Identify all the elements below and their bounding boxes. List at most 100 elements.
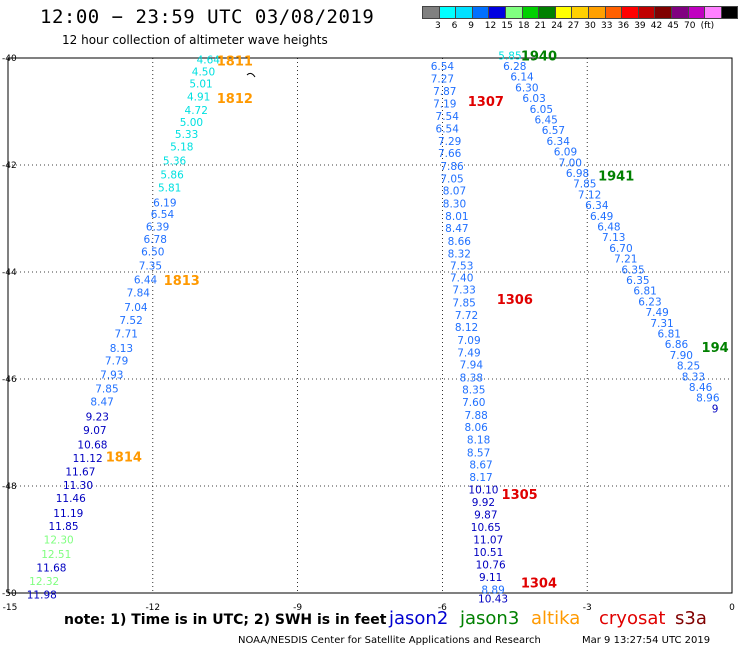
swh-value: 5.85 <box>498 50 521 62</box>
legend-jason2: jason2 <box>389 608 449 629</box>
pass-number-label: 1941 <box>598 170 634 185</box>
swh-value: 7.13 <box>602 232 625 244</box>
x-tick-label: -15 <box>3 603 18 613</box>
swh-value: 5.01 <box>189 79 212 91</box>
swh-value: 6.30 <box>515 82 538 94</box>
swh-value: 8.30 <box>443 199 466 211</box>
swh-value: 7.54 <box>436 111 460 123</box>
swh-value: 6.44 <box>134 274 158 286</box>
x-tick-label: -3 <box>583 603 592 613</box>
swh-value: 9.23 <box>86 411 109 423</box>
colorbar-label: 42 <box>650 21 663 31</box>
swh-value: 4.91 <box>187 92 210 104</box>
swh-value: 6.98 <box>566 168 589 180</box>
swh-value: 11.46 <box>56 493 86 505</box>
swh-value: 7.35 <box>139 261 162 273</box>
swh-value: 7.90 <box>670 350 693 362</box>
swh-value: 8.25 <box>677 361 700 373</box>
swh-value: 7.21 <box>614 254 637 266</box>
swh-value: 7.84 <box>127 287 151 299</box>
swh-value: 11.12 <box>73 453 103 465</box>
swh-value: 8.07 <box>443 186 466 198</box>
swh-value: 6.35 <box>626 275 649 287</box>
swh-value: 8.89 <box>481 584 504 596</box>
colorbar-label: 70 <box>684 21 696 31</box>
swh-value: 6.49 <box>590 211 613 223</box>
y-tick-label: -46 <box>2 375 17 385</box>
swh-value: 6.34 <box>585 200 609 212</box>
swh-value: 7.85 <box>95 384 118 396</box>
pass-number-label: 1812 <box>217 92 253 107</box>
swh-value: 11.19 <box>53 508 83 520</box>
colorbar-label: 12 <box>484 21 497 31</box>
swh-value: 6.81 <box>658 329 681 341</box>
pass-number-label: 1304 <box>521 576 557 591</box>
swh-value: 7.19 <box>433 98 456 110</box>
swh-value: 6.35 <box>621 264 644 276</box>
swh-value: 8.01 <box>445 211 468 223</box>
swh-value: 8.13 <box>110 343 133 355</box>
colorbar-label: 27 <box>567 21 580 31</box>
swh-value: 8.67 <box>469 460 492 472</box>
swh-value: 9.87 <box>474 509 497 521</box>
swh-value: 7.71 <box>115 329 138 341</box>
x-tick-label: 0 <box>729 603 735 613</box>
swh-colorbar-labels: 3 6 9 12 15 18 21 24 27 30 33 36 39 42 45 70 (ft) <box>422 21 740 33</box>
colorbar-label: 21 <box>534 21 547 31</box>
swh-value: 6.23 <box>638 296 661 308</box>
swh-value: 6.34 <box>547 136 571 148</box>
swh-value: 6.54 <box>431 61 455 73</box>
swh-value: 6.50 <box>141 247 164 259</box>
pass-number-label: 1306 <box>497 293 533 308</box>
swh-value: 6.45 <box>534 115 557 127</box>
colorbar-label: 33 <box>601 21 613 31</box>
swh-value: 5.18 <box>170 141 193 153</box>
swh-value: 7.31 <box>650 318 673 330</box>
swh-value: 7.52 <box>119 315 142 327</box>
page-title: 12:00 − 23:59 UTC 03/08/2019 <box>40 6 375 28</box>
swh-value: 7.00 <box>559 157 582 169</box>
swh-value: 7.12 <box>578 189 601 201</box>
x-tick-label: -12 <box>145 603 160 613</box>
swh-value: 7.04 <box>124 302 148 314</box>
swh-value: 8.38 <box>460 372 483 384</box>
colorbar-label: 45 <box>667 21 679 31</box>
swh-value: 4.64 <box>197 55 221 67</box>
y-tick-label: -42 <box>2 161 17 171</box>
swh-value: 7.60 <box>462 397 485 409</box>
swh-value: 8.32 <box>448 248 471 260</box>
colorbar-label: 9 <box>468 21 474 31</box>
legend-cryosat: cryosat <box>599 608 666 629</box>
page-subtitle: 12 hour collection of altimeter wave hei… <box>62 33 328 47</box>
swh-value: 11.85 <box>48 521 78 533</box>
swh-value: 11.67 <box>65 467 95 479</box>
swh-value: 6.78 <box>144 234 167 246</box>
legend-altika: altika <box>531 608 581 629</box>
swh-value: 6.19 <box>153 197 176 209</box>
swh-value: 8.47 <box>445 223 468 235</box>
swh-value: 5.36 <box>163 156 187 168</box>
swh-value: 7.09 <box>457 335 480 347</box>
swh-value: 8.17 <box>469 472 492 484</box>
swh-value: 12.32 <box>29 576 59 588</box>
swh-value: 8.33 <box>682 371 705 383</box>
pass-number-label: 194 <box>702 341 729 356</box>
swh-value: 6.28 <box>503 61 526 73</box>
swh-value: 6.48 <box>597 222 620 234</box>
swh-value: 9.92 <box>472 497 495 509</box>
swh-value: 7.40 <box>450 272 473 284</box>
swh-value: 9.11 <box>479 572 502 584</box>
swh-value: 10.51 <box>473 547 503 559</box>
timestamp-text: Mar 9 13:27:54 UTC 2019 <box>582 635 711 646</box>
swh-value: 8.46 <box>689 382 713 394</box>
swh-value: 5.81 <box>158 182 181 194</box>
swh-value: 6.81 <box>633 286 656 298</box>
pass-number-label: 1811 <box>217 55 253 70</box>
pass-number-label: 1307 <box>468 95 504 110</box>
swh-value: 7.66 <box>438 148 462 160</box>
swh-value: 8.06 <box>464 422 488 434</box>
map-frame <box>7 57 733 594</box>
swh-value: 6.57 <box>542 125 565 137</box>
pass-number-label: 1814 <box>106 451 142 466</box>
swh-value: 9.07 <box>83 425 106 437</box>
